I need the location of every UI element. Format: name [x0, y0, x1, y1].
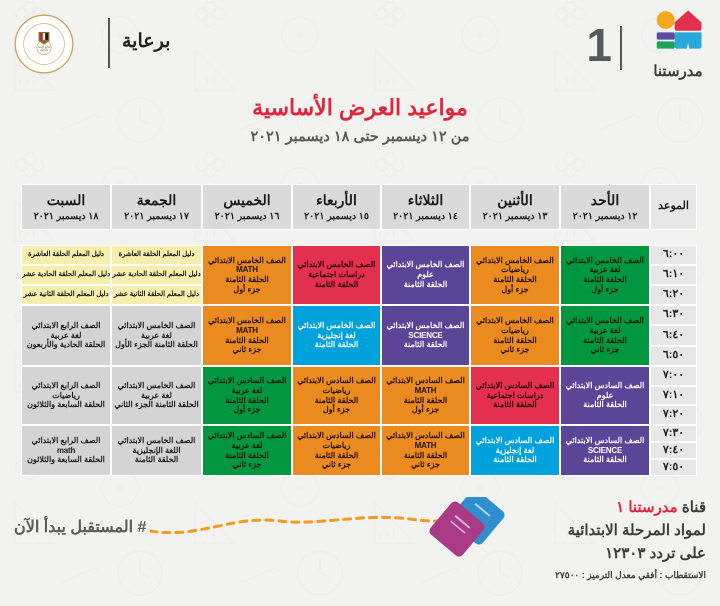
svg-text:والتعليم: والتعليم	[40, 49, 48, 52]
svg-text:MINISTRY OF ADUCATION: MINISTRY OF ADUCATION	[14, 14, 16, 15]
svg-text:AND TECHNICAL EDUCATION: AND TECHNICAL EDUCATION	[14, 14, 16, 15]
